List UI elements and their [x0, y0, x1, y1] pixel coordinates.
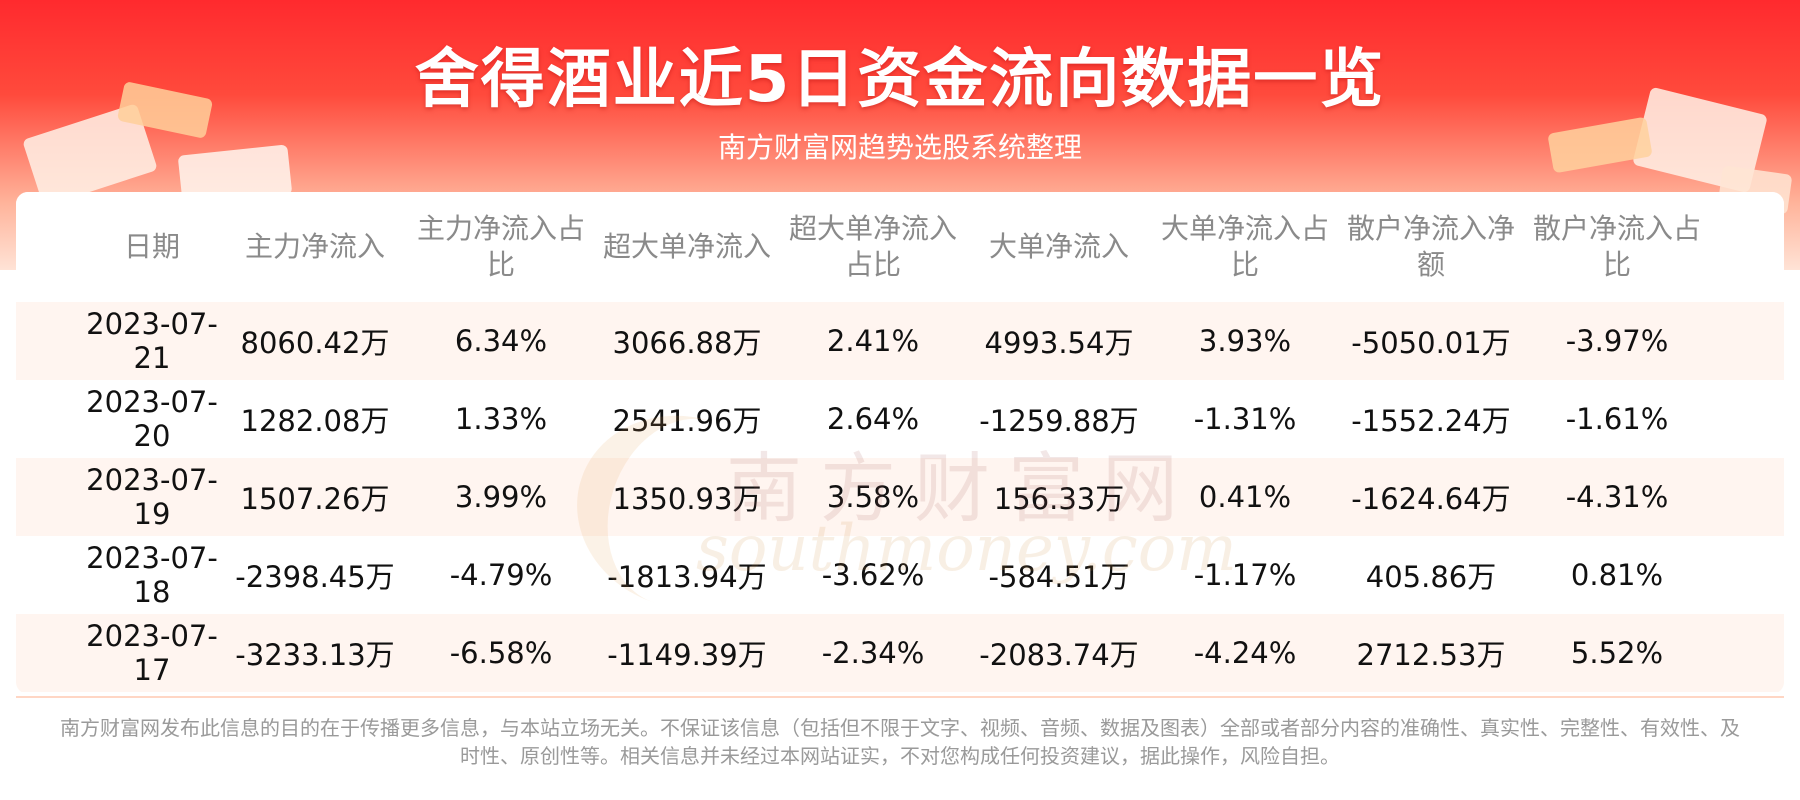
cell-main-ratio: 1.33% [454, 402, 548, 436]
cell-main-inflow: -2398.45万 [235, 560, 395, 594]
cell-retail-net: -5050.01万 [1351, 326, 1511, 360]
cell-retail-net: -1624.64万 [1351, 482, 1511, 516]
cell-large-ratio: 0.41% [1198, 480, 1292, 514]
column-header-large-ratio: 大单净流入占比 [1160, 212, 1329, 281]
table-row: 2023-07-19 1507.26万 3.99% 1350.93万 3.58%… [16, 458, 1784, 536]
table-header-row: 日期 主力净流入 主力净流入占比 超大单净流入 超大单净流入占比 大单净流入 大… [16, 192, 1784, 302]
column-header-retail-net: 散户净流入净额 [1346, 212, 1515, 281]
cell-date: 2023-07-18 [86, 541, 218, 609]
table-row: 2023-07-20 1282.08万 1.33% 2541.96万 2.64%… [16, 380, 1784, 458]
cell-date: 2023-07-19 [86, 463, 218, 531]
cell-super-large-ratio: 2.64% [826, 402, 920, 436]
cell-date: 2023-07-21 [86, 307, 218, 375]
cell-retail-net: 405.86万 [1365, 560, 1497, 594]
footer-divider [16, 696, 1784, 698]
column-header-retail-ratio: 散户净流入占比 [1532, 212, 1701, 281]
cell-large-inflow: -2083.74万 [979, 638, 1139, 672]
table-row: 2023-07-21 8060.42万 6.34% 3066.88万 2.41%… [16, 302, 1784, 380]
cell-main-ratio: 3.99% [454, 480, 548, 514]
cell-super-large-inflow: 2541.96万 [612, 404, 762, 438]
cell-retail-ratio: -3.97% [1565, 324, 1669, 358]
cell-super-large-ratio: -2.34% [821, 636, 925, 670]
page-title: 舍得酒业近5日资金流向数据一览 [414, 43, 1386, 117]
cell-large-ratio: -4.24% [1193, 636, 1297, 670]
cell-main-inflow: -3233.13万 [235, 638, 395, 672]
cell-super-large-inflow: 1350.93万 [612, 482, 762, 516]
page-subtitle: 南方财富网趋势选股系统整理 [717, 131, 1082, 164]
cell-large-ratio: -1.17% [1193, 558, 1297, 592]
cell-retail-net: 2712.53万 [1356, 638, 1506, 672]
cell-date: 2023-07-20 [86, 385, 218, 453]
cell-retail-ratio: 5.52% [1570, 636, 1664, 670]
cell-super-large-inflow: -1149.39万 [607, 638, 767, 672]
table-row: 2023-07-17 -3233.13万 -6.58% -1149.39万 -2… [16, 614, 1784, 692]
cell-super-large-ratio: 2.41% [826, 324, 920, 358]
cell-main-inflow: 8060.42万 [240, 326, 390, 360]
cell-main-inflow: 1507.26万 [240, 482, 390, 516]
cell-main-inflow: 1282.08万 [240, 404, 390, 438]
cell-large-ratio: 3.93% [1198, 324, 1292, 358]
cell-super-large-ratio: -3.62% [821, 558, 925, 592]
cell-retail-ratio: 0.81% [1570, 558, 1664, 592]
data-table-card: 日期 主力净流入 主力净流入占比 超大单净流入 超大单净流入占比 大单净流入 大… [16, 192, 1784, 694]
table-row: 2023-07-18 -2398.45万 -4.79% -1813.94万 -3… [16, 536, 1784, 614]
cell-large-ratio: -1.31% [1193, 402, 1297, 436]
cell-main-ratio: -6.58% [449, 636, 553, 670]
cell-large-inflow: 4993.54万 [984, 326, 1134, 360]
cell-super-large-inflow: 3066.88万 [612, 326, 762, 360]
column-header-main-ratio: 主力净流入占比 [416, 212, 585, 281]
cell-main-ratio: 6.34% [454, 324, 548, 358]
column-header-date: 日期 [123, 230, 180, 263]
column-header-large-inflow: 大单净流入 [988, 230, 1129, 263]
column-header-super-large-inflow: 超大单净流入 [602, 230, 771, 263]
cell-date: 2023-07-17 [86, 619, 218, 687]
disclaimer-text: 南方财富网发布此信息的目的在于传播更多信息，与本站立场无关。不保证该信息（包括但… [60, 716, 1740, 768]
column-header-super-large-ratio: 超大单净流入占比 [788, 212, 957, 281]
cell-super-large-inflow: -1813.94万 [607, 560, 767, 594]
cell-super-large-ratio: 3.58% [826, 480, 920, 514]
cell-retail-ratio: -1.61% [1565, 402, 1669, 436]
column-header-main-inflow: 主力净流入 [244, 230, 385, 263]
cell-main-ratio: -4.79% [449, 558, 553, 592]
cell-retail-ratio: -4.31% [1565, 480, 1669, 514]
cell-large-inflow: -1259.88万 [979, 404, 1139, 438]
cell-large-inflow: 156.33万 [993, 482, 1125, 516]
cell-large-inflow: -584.51万 [988, 560, 1130, 594]
cell-retail-net: -1552.24万 [1351, 404, 1511, 438]
